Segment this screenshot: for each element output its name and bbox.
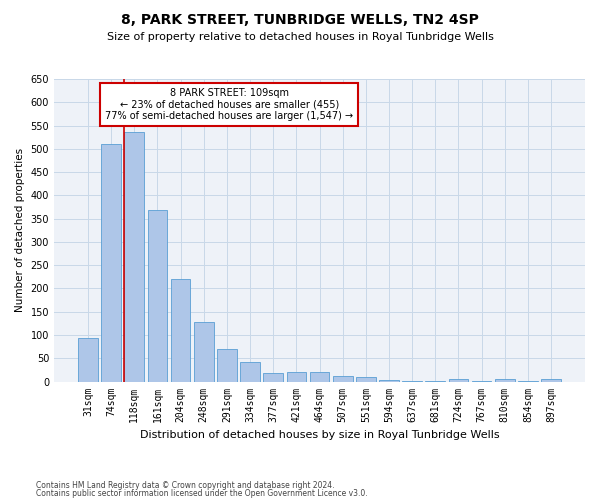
Bar [379,380,399,382]
X-axis label: Distribution of detached houses by size in Royal Tunbridge Wells: Distribution of detached houses by size … [140,430,499,440]
Text: Size of property relative to detached houses in Royal Tunbridge Wells: Size of property relative to detached ho… [107,32,493,42]
Bar [124,132,144,382]
Bar [449,379,468,382]
Bar [287,372,306,382]
Bar [541,379,561,382]
Bar [78,338,98,382]
Text: 8, PARK STREET, TUNBRIDGE WELLS, TN2 4SP: 8, PARK STREET, TUNBRIDGE WELLS, TN2 4SP [121,12,479,26]
Bar [263,373,283,382]
Text: 8 PARK STREET: 109sqm
← 23% of detached houses are smaller (455)
77% of semi-det: 8 PARK STREET: 109sqm ← 23% of detached … [105,88,353,122]
Bar [333,376,353,382]
Bar [240,362,260,382]
Bar [171,279,190,382]
Text: Contains public sector information licensed under the Open Government Licence v3: Contains public sector information licen… [36,489,368,498]
Bar [101,144,121,382]
Y-axis label: Number of detached properties: Number of detached properties [15,148,25,312]
Bar [356,378,376,382]
Bar [402,380,422,382]
Bar [194,322,214,382]
Bar [310,372,329,382]
Text: Contains HM Land Registry data © Crown copyright and database right 2024.: Contains HM Land Registry data © Crown c… [36,480,335,490]
Bar [495,379,515,382]
Bar [148,210,167,382]
Bar [217,348,237,382]
